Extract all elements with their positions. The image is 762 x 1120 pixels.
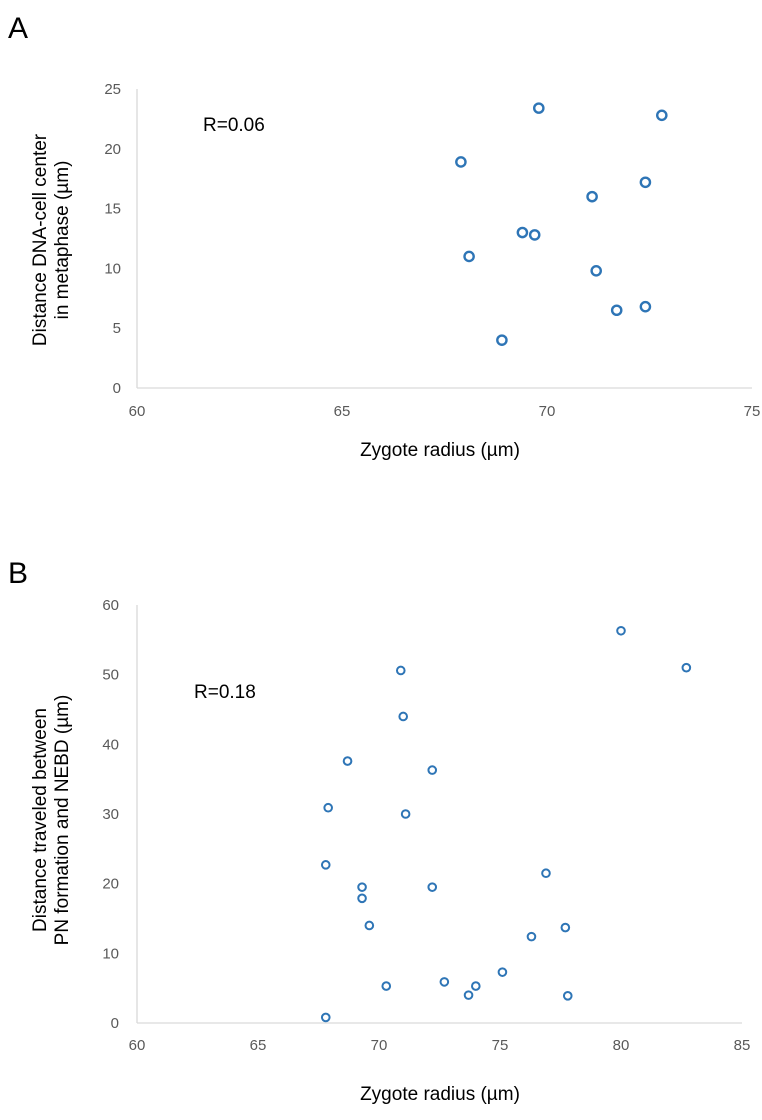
x-tick-labels: 60 65 70 75 80 85: [129, 1037, 751, 1054]
data-point: [616, 625, 626, 636]
x-axis-title: Zygote radius (µm): [360, 440, 520, 461]
data-points: [455, 102, 668, 346]
y-axis-title-line1: Distance DNA-cell center: [30, 133, 51, 346]
data-point: [342, 756, 353, 766]
data-point: [463, 990, 474, 1000]
data-point: [639, 176, 652, 189]
y-tick-label: 15: [104, 201, 121, 218]
data-point: [586, 190, 598, 203]
data-point: [533, 102, 545, 114]
y-tick-label: 10: [102, 945, 119, 962]
data-point: [357, 882, 367, 892]
x-tick-label: 70: [539, 403, 556, 420]
data-point: [590, 264, 603, 277]
scatter-panel-b: B 0 10 20 30 40 50 60 60 65 70 75 80 85 R=0.18 Zygo…: [8, 557, 750, 1105]
y-tick-label: 10: [104, 260, 121, 277]
y-tick-label: 40: [102, 736, 119, 753]
x-tick-label: 85: [734, 1037, 751, 1054]
y-tick-label: 50: [102, 667, 119, 684]
y-axis-title-line2: in metaphase (µm): [52, 161, 73, 320]
data-point: [526, 931, 537, 942]
data-point: [610, 304, 623, 317]
data-point: [528, 229, 541, 241]
data-point: [541, 868, 551, 879]
data-point: [400, 809, 411, 819]
data-point: [427, 882, 438, 892]
data-point: [656, 109, 668, 122]
data-point: [639, 300, 652, 313]
x-tick-label: 70: [371, 1037, 388, 1054]
x-tick-label: 65: [334, 403, 351, 420]
correlation-annotation: R=0.06: [203, 115, 265, 136]
x-tick-label: 80: [613, 1037, 630, 1054]
correlation-annotation: R=0.18: [194, 682, 256, 703]
data-point: [398, 711, 409, 722]
y-tick-label: 20: [104, 141, 121, 158]
panel-letter-b: B: [8, 557, 28, 590]
y-axis-title-line1: Distance traveled between: [30, 708, 51, 932]
data-point: [320, 1012, 331, 1023]
y-tick-labels: 0 5 10 15 20 25: [104, 81, 121, 397]
y-tick-label: 0: [111, 1015, 119, 1032]
data-point: [357, 893, 367, 904]
data-point: [320, 860, 331, 870]
x-tick-labels: 60 65 70 75: [129, 403, 761, 420]
data-point: [463, 250, 475, 263]
y-tick-label: 20: [102, 876, 119, 893]
data-point: [455, 156, 467, 168]
data-point: [471, 981, 481, 991]
y-tick-label: 5: [113, 320, 121, 337]
data-point: [381, 981, 392, 991]
scatter-panel-a: A 0 5 10 15 20 25 60 65 70 75 R=0.06 Zygote radi…: [8, 12, 760, 461]
x-tick-label: 75: [492, 1037, 509, 1054]
data-point: [516, 226, 529, 239]
data-point: [681, 662, 692, 673]
data-point: [439, 977, 450, 987]
data-point: [496, 334, 508, 346]
x-axis-title: Zygote radius (µm): [360, 1084, 520, 1105]
x-tick-label: 65: [250, 1037, 267, 1054]
y-tick-label: 0: [113, 380, 121, 397]
y-tick-label: 60: [102, 597, 119, 614]
y-tick-label: 30: [102, 806, 119, 823]
data-point: [560, 922, 571, 933]
y-axis-title-line2: PN formation and NEBD (µm): [52, 695, 73, 946]
data-point: [427, 765, 438, 775]
data-points: [320, 625, 692, 1023]
panel-letter-a: A: [8, 12, 28, 45]
y-tick-label: 25: [104, 81, 121, 98]
y-tick-labels: 0 10 20 30 40 50 60: [102, 597, 119, 1032]
data-point: [323, 802, 333, 813]
data-point: [364, 920, 375, 931]
data-point: [562, 991, 573, 1001]
x-tick-label: 60: [129, 1037, 146, 1054]
x-tick-label: 75: [744, 403, 761, 420]
data-point: [497, 967, 508, 977]
x-tick-label: 60: [129, 403, 146, 420]
data-point: [395, 665, 406, 676]
